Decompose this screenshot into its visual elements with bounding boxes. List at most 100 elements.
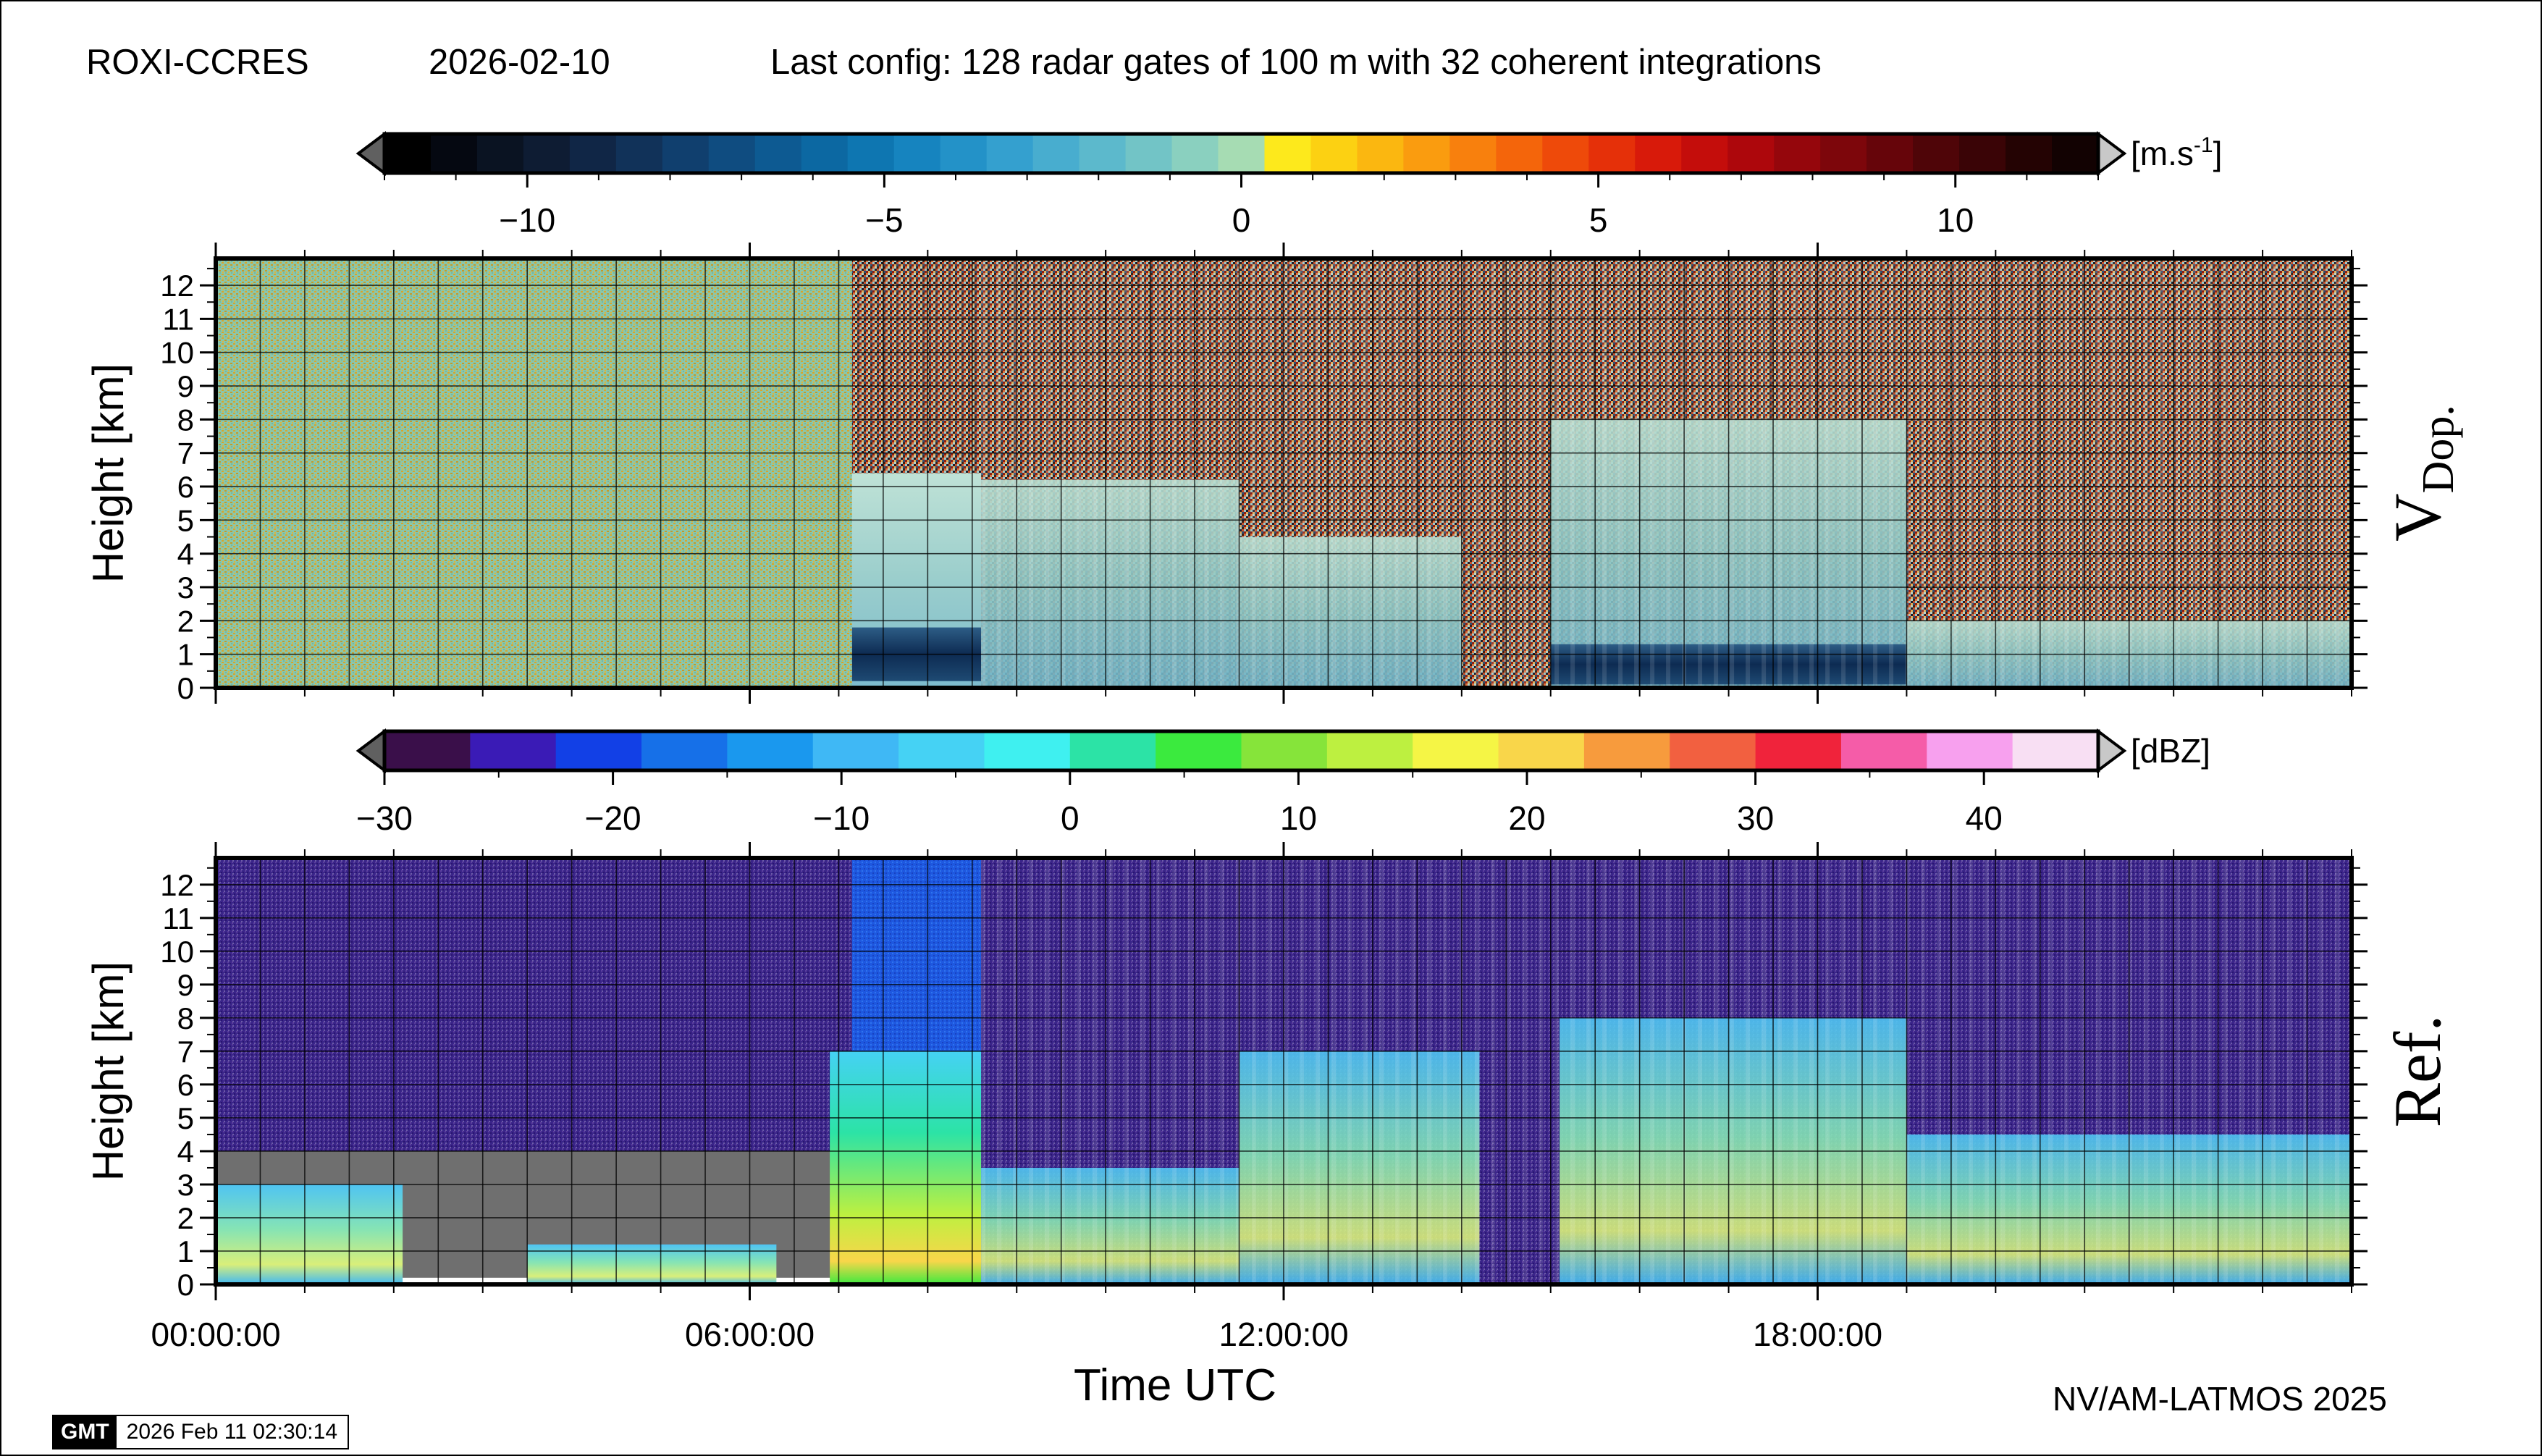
doppler-stripe [1363,258,1368,688]
reflectivity-colorbar-tick-label: 20 [1508,799,1545,837]
reflectivity-stripe [1316,858,1321,1284]
doppler-stripe [1108,258,1114,688]
doppler-colorbar-swatch [847,134,895,173]
doppler-stripe [2335,258,2340,688]
reflectivity-colorbar: −30 −20 −10 0 10 20 30 40 [dBZ] [355,728,2210,837]
doppler-panel-label-sub: Dop. [2414,405,2463,493]
doppler-panel-label: VDop. [2381,405,2463,542]
reflectivity-stripe [1236,858,1241,1284]
reflectivity-xtick-label: 12:00:00 [1219,1316,1348,1353]
doppler-stripe [1650,258,1655,688]
doppler-colorbar-swatch [430,134,478,173]
doppler-ytick-label: 1 [177,638,194,672]
reflectivity-panel-label: Ref. [2381,1015,2454,1128]
date-label: 2026-02-10 [429,43,610,82]
doppler-stripe [1507,258,1512,688]
reflectivity-colorbar-swatch [1326,731,1413,770]
doppler-ytick-label: 9 [177,369,194,403]
doppler-stripe [1220,258,1225,688]
doppler-colorbar-swatch [1774,134,1821,173]
reflectivity-colorbar-min-arrow [355,728,386,773]
reflectivity-stripe [1395,858,1400,1284]
reflectivity-stripe [1475,858,1480,1284]
reflectivity-colorbar-swatch [470,731,557,770]
doppler-stripe [1379,258,1384,688]
doppler-region-speckle [851,258,982,474]
reflectivity-stripe [1347,858,1352,1284]
doppler-colorbar-tick-label: 0 [1232,201,1251,239]
doppler-stripe [2271,258,2276,688]
reflectivity-stripe [2032,858,2037,1284]
reflectivity-stripe [2192,858,2197,1284]
doppler-ytick-label: 10 [160,336,194,370]
doppler-colorbar-swatch [754,134,802,173]
doppler-colorbar-swatch [615,134,663,173]
reflectivity-stripe [1698,858,1703,1284]
reflectivity-stripe [2080,858,2085,1284]
doppler-stripe [1809,258,1814,688]
doppler-colorbar-swatch [476,134,524,173]
doppler-stripe [2032,258,2037,688]
reflectivity-region-bluefield [851,858,982,1068]
doppler-stripe [2192,258,2197,688]
doppler-colorbar-min-arrow [355,131,386,176]
doppler-colorbar-swatch [986,134,1034,173]
reflectivity-ytick-label: 11 [162,901,194,935]
doppler-stripe [1077,258,1082,688]
reflectivity-colorbar-tick-label: 40 [1966,799,2003,837]
doppler-ytick-label: 6 [177,470,194,504]
doppler-colorbar-swatch [1681,134,1728,173]
doppler-colorbar-swatch [708,134,756,173]
reflectivity-stripe [1523,858,1528,1284]
reflectivity-stripe [1204,858,1209,1284]
doppler-stripe [1061,258,1066,688]
reflectivity-stripe [1124,858,1129,1284]
doppler-ytick-label: 11 [162,302,194,336]
reflectivity-stripe [2208,858,2213,1284]
doppler-colorbar-unit-end: ] [2213,135,2223,172]
doppler-colorbar-swatch [1032,134,1080,173]
doppler-stripe [1188,258,1193,688]
reflectivity-stripe [1714,858,1719,1284]
reflectivity-stripe [1539,858,1544,1284]
reflectivity-stripe [1602,858,1607,1284]
doppler-ytick-label: 0 [177,671,194,705]
doppler-stripe [1586,258,1591,688]
doppler-stripe [2048,258,2053,688]
reflectivity-stripe [1140,858,1145,1284]
doppler-stripe [1172,258,1177,688]
reflectivity-stripe [2239,858,2244,1284]
reflectivity-stripe [1969,858,1974,1284]
doppler-stripe [1777,258,1783,688]
doppler-stripe [1236,258,1241,688]
reflectivity-ytick-label: 3 [177,1168,194,1202]
reflectivity-colorbar-swatch [1755,731,1842,770]
reflectivity-colorbar-swatch [555,731,642,770]
reflectivity-colorbar-swatch [1927,731,2013,770]
reflectivity-region-lowcloud [216,1184,403,1284]
gmt-timestamp: GMT 2026 Feb 11 02:30:14 [52,1415,350,1449]
reflectivity-ytick-label: 5 [177,1101,194,1135]
doppler-stripe [1746,258,1751,688]
reflectivity-stripe [2128,858,2133,1284]
reflectivity-ytick-label: 4 [177,1135,194,1169]
reflectivity-region-convective [830,1051,990,1284]
doppler-colorbar-swatch [1913,134,1960,173]
reflectivity-stripe [1172,858,1177,1284]
doppler-stripe [1029,258,1034,688]
reflectivity-region-clear [216,858,852,1151]
reflectivity-stripe [2048,858,2053,1284]
doppler-panel-label-text: VDop. [2381,405,2463,542]
doppler-colorbar-unit-sup: -1 [2194,133,2213,157]
doppler-stripe [1156,258,1161,688]
reflectivity-stripe [1331,858,1337,1284]
reflectivity-stripe [1252,858,1257,1284]
doppler-stripe [1140,258,1145,688]
doppler-colorbar-tick-label: 5 [1589,201,1608,239]
doppler-colorbar-swatch [1588,134,1636,173]
doppler-stripe [2255,258,2260,688]
doppler-stripe [1570,258,1575,688]
reflectivity-xtick-label: 06:00:00 [685,1316,815,1353]
